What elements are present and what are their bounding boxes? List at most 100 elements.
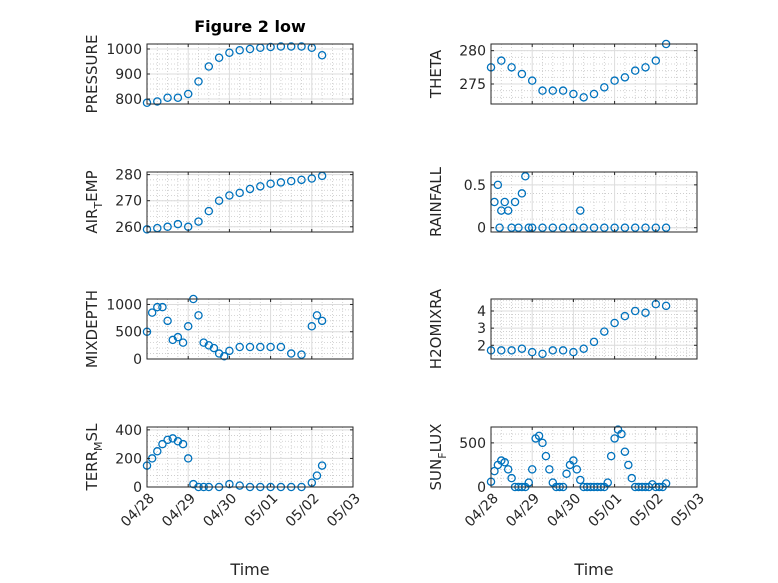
data-point bbox=[576, 206, 585, 215]
data-point bbox=[194, 311, 203, 320]
data-point bbox=[521, 172, 530, 181]
data-point bbox=[589, 223, 599, 232]
data-point bbox=[558, 346, 568, 355]
data-point bbox=[507, 473, 516, 483]
y-tick-label: 260 bbox=[115, 220, 142, 236]
data-point bbox=[527, 465, 537, 474]
data-point bbox=[617, 429, 626, 439]
data-point bbox=[163, 435, 172, 445]
y-tick-label: 200 bbox=[115, 451, 142, 467]
data-point bbox=[158, 302, 167, 312]
axes-box bbox=[146, 298, 354, 360]
subplot-6: 234 H2OMIXRA bbox=[427, 288, 698, 369]
data-point bbox=[517, 344, 527, 353]
x-axis-label-right: Time bbox=[573, 560, 613, 579]
data-point bbox=[600, 327, 609, 336]
data-point bbox=[579, 93, 588, 102]
y-tick-label: 270 bbox=[115, 194, 142, 210]
data-point bbox=[507, 346, 516, 355]
y-tick-label: 280 bbox=[459, 44, 486, 60]
data-point bbox=[572, 465, 582, 474]
y-axis-label: MIXDEPTH bbox=[83, 290, 101, 368]
data-point bbox=[558, 86, 568, 95]
data-point bbox=[527, 347, 537, 357]
data-point bbox=[524, 223, 534, 232]
data-point bbox=[534, 431, 544, 441]
y-tick-label: 500 bbox=[115, 325, 142, 341]
axes-box bbox=[146, 426, 354, 488]
y-tick-label: 400 bbox=[115, 423, 142, 439]
y-tick-label: 0.5 bbox=[464, 178, 486, 194]
data-point bbox=[235, 342, 244, 352]
data-point bbox=[610, 76, 619, 85]
data-point bbox=[266, 179, 275, 188]
data-point bbox=[507, 63, 516, 72]
data-point bbox=[147, 308, 157, 317]
subplot-1: 800 900 1000 PRESSURE bbox=[83, 35, 354, 114]
data-point bbox=[558, 223, 568, 232]
data-point bbox=[307, 322, 317, 331]
data-point bbox=[235, 46, 244, 55]
data-point bbox=[286, 42, 296, 51]
data-point bbox=[225, 191, 234, 200]
data-point bbox=[214, 196, 224, 205]
data-point bbox=[183, 454, 193, 463]
y-tick-label: 275 bbox=[459, 77, 486, 93]
data-point bbox=[545, 465, 554, 474]
data-point bbox=[538, 349, 547, 359]
data-point bbox=[630, 223, 640, 232]
data-point bbox=[569, 347, 578, 357]
data-point bbox=[286, 349, 296, 358]
y-tick-label: 1000 bbox=[106, 297, 142, 313]
data-point bbox=[541, 451, 551, 461]
data-point bbox=[153, 97, 162, 106]
axes-box bbox=[490, 171, 698, 233]
data-point bbox=[317, 316, 327, 326]
data-point bbox=[627, 473, 637, 483]
y-axis-label: PRESSURE bbox=[83, 35, 101, 114]
data-point bbox=[610, 318, 619, 328]
data-point bbox=[517, 189, 527, 198]
data-point bbox=[173, 219, 183, 229]
y-axis-label: RAINFALL bbox=[427, 166, 445, 237]
subplot-3: 260 270 280 AIRTEMP bbox=[83, 168, 354, 236]
data-point bbox=[503, 206, 513, 215]
y-axis-label: AIRTEMP bbox=[83, 170, 105, 233]
data-point bbox=[225, 479, 234, 489]
data-point bbox=[286, 176, 296, 186]
y-axis-label: H2OMIXRA bbox=[427, 288, 445, 369]
data-point bbox=[204, 206, 214, 216]
data-point bbox=[524, 478, 534, 487]
data-point bbox=[163, 93, 172, 103]
data-point bbox=[500, 197, 509, 207]
data-point bbox=[548, 346, 558, 355]
data-point bbox=[620, 447, 630, 456]
y-tick-label: 3 bbox=[477, 321, 486, 337]
data-point bbox=[600, 83, 609, 92]
y-tick-label: 0 bbox=[477, 480, 486, 496]
subplot-2: 275 280 THETA bbox=[427, 39, 698, 105]
data-point bbox=[173, 93, 183, 103]
data-point bbox=[603, 478, 612, 487]
data-point bbox=[153, 302, 162, 312]
data-point bbox=[497, 346, 506, 355]
data-point bbox=[527, 76, 537, 85]
data-point bbox=[620, 73, 630, 82]
figure-title: Figure 2 low bbox=[194, 17, 306, 36]
axes-box bbox=[490, 426, 698, 488]
data-point bbox=[266, 42, 275, 52]
data-point bbox=[225, 346, 234, 356]
data-point bbox=[579, 344, 588, 353]
data-point bbox=[548, 223, 558, 232]
y-axis-label: SUNFLUX bbox=[427, 424, 449, 491]
subplot-5: 0 500 1000 MIXDEPTH bbox=[83, 290, 354, 368]
data-point bbox=[514, 223, 523, 232]
data-point bbox=[569, 89, 578, 99]
y-tick-label: 2 bbox=[477, 338, 486, 354]
data-point bbox=[158, 439, 167, 449]
data-point bbox=[589, 337, 599, 347]
data-point bbox=[235, 481, 244, 490]
data-point bbox=[194, 217, 203, 226]
data-point bbox=[562, 469, 571, 479]
y-tick-label: 900 bbox=[115, 67, 142, 83]
